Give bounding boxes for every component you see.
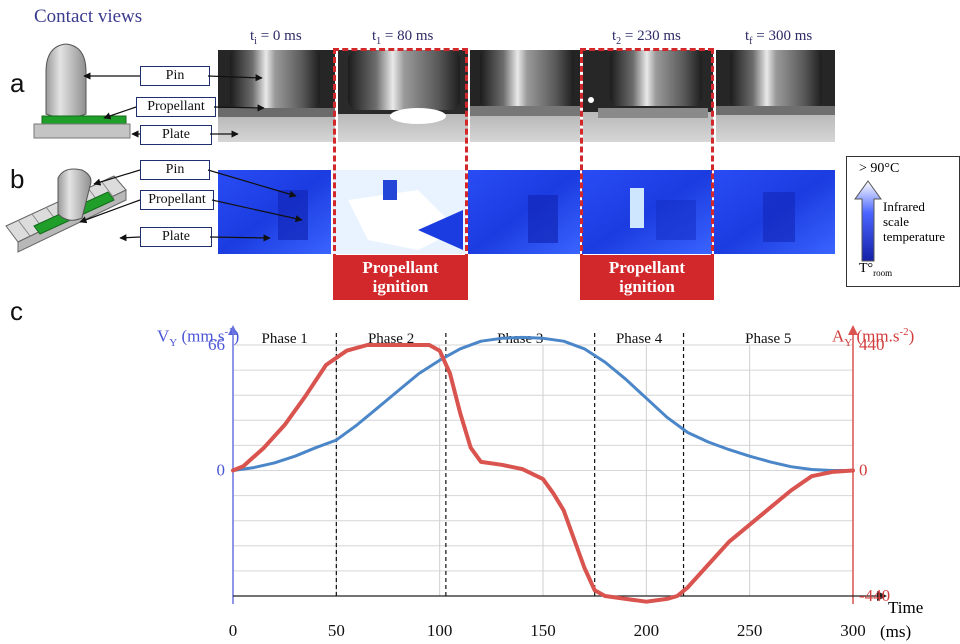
photo-frame-3 bbox=[470, 50, 580, 142]
callout-propellant-a: Propellant bbox=[136, 97, 216, 117]
x-tick-label: 150 bbox=[530, 621, 556, 640]
velocity-acceleration-chart: Phase 1 Phase 2 Phase 3 Phase 4 Phase 50 50 10… bbox=[208, 325, 890, 640]
photo-frame-2 bbox=[338, 50, 468, 142]
x-axis-unit: (ms) bbox=[880, 622, 912, 641]
time-label-t2: t2 = 230 ms bbox=[612, 28, 681, 47]
right-tick-label: 440 bbox=[859, 335, 885, 354]
ir-frame-3 bbox=[468, 170, 580, 254]
legend-caption: Infrared scale temperature bbox=[883, 199, 946, 244]
x-axis-label: Time bbox=[888, 598, 924, 617]
schematic-b bbox=[5, 168, 127, 253]
velocity-series-line bbox=[231, 335, 855, 472]
x-tick-label: 0 bbox=[229, 621, 238, 640]
section-title: Contact views bbox=[34, 6, 143, 27]
phase-label: Phase 1 bbox=[262, 331, 308, 347]
left-tick-label: 0 bbox=[217, 461, 226, 480]
callout-arrows bbox=[79, 72, 303, 242]
ir-frame-5 bbox=[714, 170, 835, 254]
ignition-label-t1: Propellant ignition bbox=[333, 255, 468, 300]
legend-arrow bbox=[854, 180, 882, 262]
x-tick-label: 200 bbox=[634, 621, 660, 640]
panel-letter-a: a bbox=[10, 68, 25, 98]
callout-pin-b: Pin bbox=[140, 160, 210, 180]
photo-frame-5 bbox=[716, 50, 835, 142]
panel-letter-b: b bbox=[10, 164, 25, 194]
legend-max-label: > 90°C bbox=[859, 161, 900, 176]
x-axis-arrow bbox=[877, 591, 887, 601]
ir-frame-1 bbox=[218, 170, 331, 254]
ir-frame-2 bbox=[333, 170, 466, 254]
legend-min-label: T°room bbox=[859, 261, 893, 278]
ir-frame-4 bbox=[582, 170, 712, 254]
left-axis-label: VY (mm.s-1) bbox=[157, 326, 240, 350]
x-tick-label: 50 bbox=[328, 621, 345, 640]
phase-label: Phase 3 bbox=[497, 331, 543, 347]
right-axis-arrow bbox=[848, 325, 858, 335]
left-tick-label: 66 bbox=[208, 335, 225, 354]
time-label-t1: t1 = 80 ms bbox=[372, 28, 434, 47]
x-tick-label: 250 bbox=[737, 621, 763, 640]
time-label-tf: tf = 300 ms bbox=[745, 28, 813, 47]
photo-frame-1 bbox=[218, 50, 335, 142]
phase-label: Phase 5 bbox=[745, 331, 791, 347]
phase-label: Phase 4 bbox=[616, 331, 663, 347]
photo-frame-4 bbox=[583, 50, 713, 142]
callout-plate-b: Plate bbox=[140, 227, 212, 247]
schematic-a bbox=[33, 43, 131, 139]
callout-plate-a: Plate bbox=[140, 125, 212, 145]
x-tick-label: 100 bbox=[427, 621, 453, 640]
panel-letter-c: c bbox=[10, 296, 23, 326]
left-axis-arrow bbox=[228, 325, 238, 335]
acceleration-series-line bbox=[231, 343, 855, 604]
photo-strip bbox=[218, 50, 835, 142]
x-tick-label: 300 bbox=[840, 621, 866, 640]
right-tick-label: 0 bbox=[859, 461, 868, 480]
callout-propellant-b: Propellant bbox=[140, 190, 214, 210]
ir-legend: > 90°C Infrared scale temperature T°room bbox=[846, 156, 960, 287]
right-tick-label: -440 bbox=[859, 586, 890, 605]
ignition-label-t2: Propellant ignition bbox=[580, 255, 714, 300]
infrared-strip bbox=[218, 170, 835, 254]
right-axis-label: AY (mm.s-2) bbox=[832, 326, 915, 350]
time-label-ti: ti = 0 ms bbox=[250, 28, 302, 47]
